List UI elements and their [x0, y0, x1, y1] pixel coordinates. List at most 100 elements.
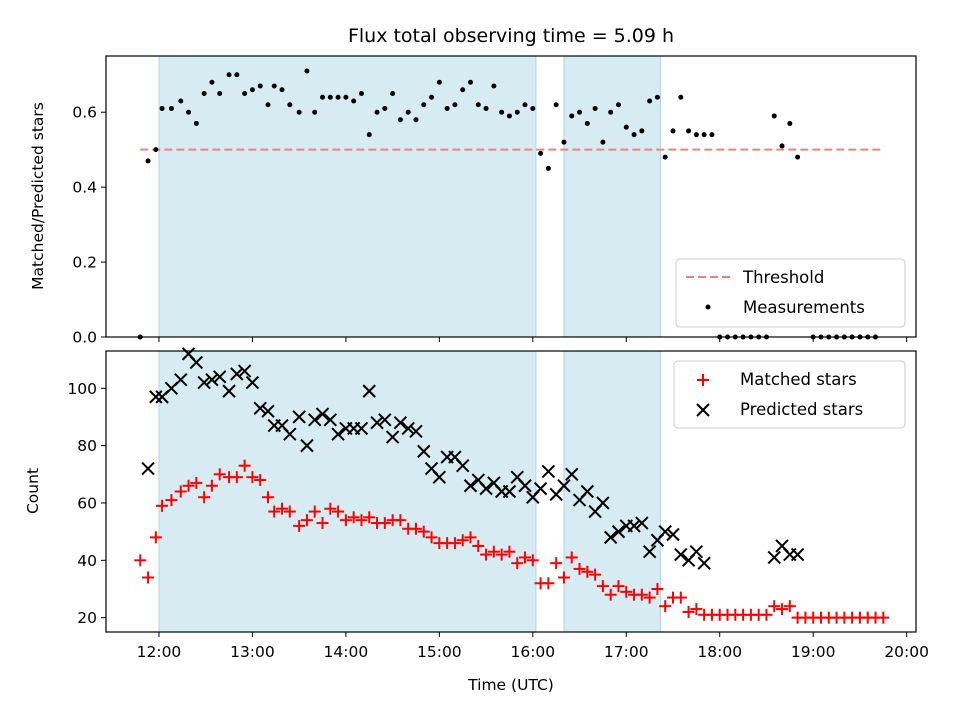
measurement-point: [257, 83, 263, 89]
bottom-y-tick-label: 20: [77, 609, 97, 627]
matched-star-point: [573, 562, 586, 575]
predicted-star-point: [565, 467, 579, 482]
predicted-star-point: [370, 415, 384, 430]
predicted-star-point: [666, 527, 680, 542]
legend-measurements-label: Measurements: [743, 298, 865, 317]
measurement-point: [226, 72, 232, 78]
measurement-point: [279, 87, 285, 93]
predicted-star-point: [409, 424, 423, 438]
measurement-point: [631, 132, 637, 138]
bottom-legend-box: [673, 360, 906, 429]
matched-star-point: [690, 603, 703, 616]
legend-matched-label: Matched stars: [740, 370, 857, 389]
measurement-point: [771, 113, 777, 119]
predicted-star-point: [261, 404, 275, 418]
predicted-star-point: [635, 516, 649, 530]
matched-star-point: [456, 534, 469, 547]
matched-star-point: [526, 554, 539, 567]
predicted-star-point: [197, 375, 211, 390]
measurement-point: [271, 83, 277, 89]
matched-star-point: [332, 505, 345, 518]
x-tick-label: 20:00: [884, 643, 929, 661]
bottom-y-tick-label: 60: [77, 494, 97, 512]
matched-star-point: [448, 537, 461, 550]
matched-star-point: [174, 485, 187, 498]
measurement-point: [577, 109, 583, 115]
matched-star-point: [134, 554, 147, 567]
matched-star-point: [293, 519, 306, 532]
predicted-star-point: [230, 367, 244, 381]
top-y-tick-label: 0.4: [72, 179, 97, 197]
measurement-point: [647, 98, 653, 104]
matched-star-point: [213, 468, 226, 481]
matched-star-point: [355, 514, 368, 527]
measurement-point: [592, 105, 598, 111]
measurement-point: [335, 94, 341, 100]
measurement-point: [178, 98, 184, 104]
bottom-axes-frame: [105, 350, 917, 633]
matched-star-point: [643, 591, 656, 604]
matched-star-point: [596, 580, 609, 593]
measurement-point: [168, 105, 174, 111]
matched-star-point: [659, 600, 672, 613]
matched-star-point: [877, 611, 890, 624]
measurement-point: [514, 109, 520, 115]
matched-star-point: [612, 580, 625, 593]
bottom-y-tick-label: 40: [77, 552, 97, 570]
predicted-star-point: [149, 390, 163, 404]
predicted-star-point: [456, 458, 470, 473]
matched-star-point: [339, 514, 352, 527]
measurement-point: [242, 90, 248, 96]
matched-star-point: [480, 548, 493, 561]
predicted-star-point: [253, 401, 267, 416]
matched-star-point: [198, 491, 211, 504]
predicted-star-point: [580, 484, 595, 499]
measurement-point: [390, 90, 396, 96]
predicted-star-point: [393, 415, 408, 430]
measurement-point: [654, 94, 660, 100]
matched-star-point: [205, 479, 218, 492]
matched-star-point: [495, 548, 508, 561]
predicted-star-point: [213, 370, 227, 384]
bottom-y-tick-label: 100: [67, 380, 97, 398]
measurement-point: [312, 109, 318, 115]
measurement-point: [366, 132, 372, 138]
measurement-point: [304, 68, 310, 74]
predicted-star-point: [674, 547, 688, 562]
matched-star-point: [425, 531, 438, 544]
matched-star-point: [262, 491, 274, 504]
matched-star-point: [635, 588, 648, 601]
predicted-star-point: [479, 481, 493, 496]
matched-star-point: [254, 474, 267, 487]
measurement-point: [623, 124, 629, 130]
predicted-star-point: [308, 413, 322, 427]
measurement-point: [584, 120, 590, 126]
x-tick-label: 15:00: [417, 643, 462, 661]
observing-window-shade: [158, 351, 536, 632]
predicted-star-point: [283, 427, 297, 441]
matched-star-point: [768, 600, 781, 613]
legend-predicted-swatch: [696, 403, 710, 417]
x-tick-label: 13:00: [230, 643, 275, 661]
predicted-star-point: [627, 519, 641, 533]
x-axis-label: Time (UTC): [467, 676, 554, 694]
top-y-tick-label: 0.0: [72, 329, 97, 347]
predicted-star-point: [611, 524, 626, 539]
legend-predicted-label: Predicted stars: [740, 400, 863, 419]
matched-star-point: [682, 605, 695, 618]
predicted-star-point: [689, 545, 704, 559]
measurement-point: [662, 154, 668, 160]
measurement-point: [421, 102, 427, 108]
matched-star-point: [542, 577, 555, 590]
measurement-point: [561, 139, 567, 145]
ratio-panel: 0.0 0.2 0.4 0.6 Matched/Predicted stars Thr…: [29, 55, 917, 347]
matched-star-point: [589, 568, 602, 581]
measurement-point: [795, 154, 801, 160]
measurement-point: [701, 132, 707, 138]
matched-star-point: [417, 525, 430, 538]
measurement-point: [483, 105, 489, 111]
measurement-point: [787, 120, 793, 126]
observing-window-shade: [563, 56, 661, 337]
measurement-point: [193, 120, 199, 126]
